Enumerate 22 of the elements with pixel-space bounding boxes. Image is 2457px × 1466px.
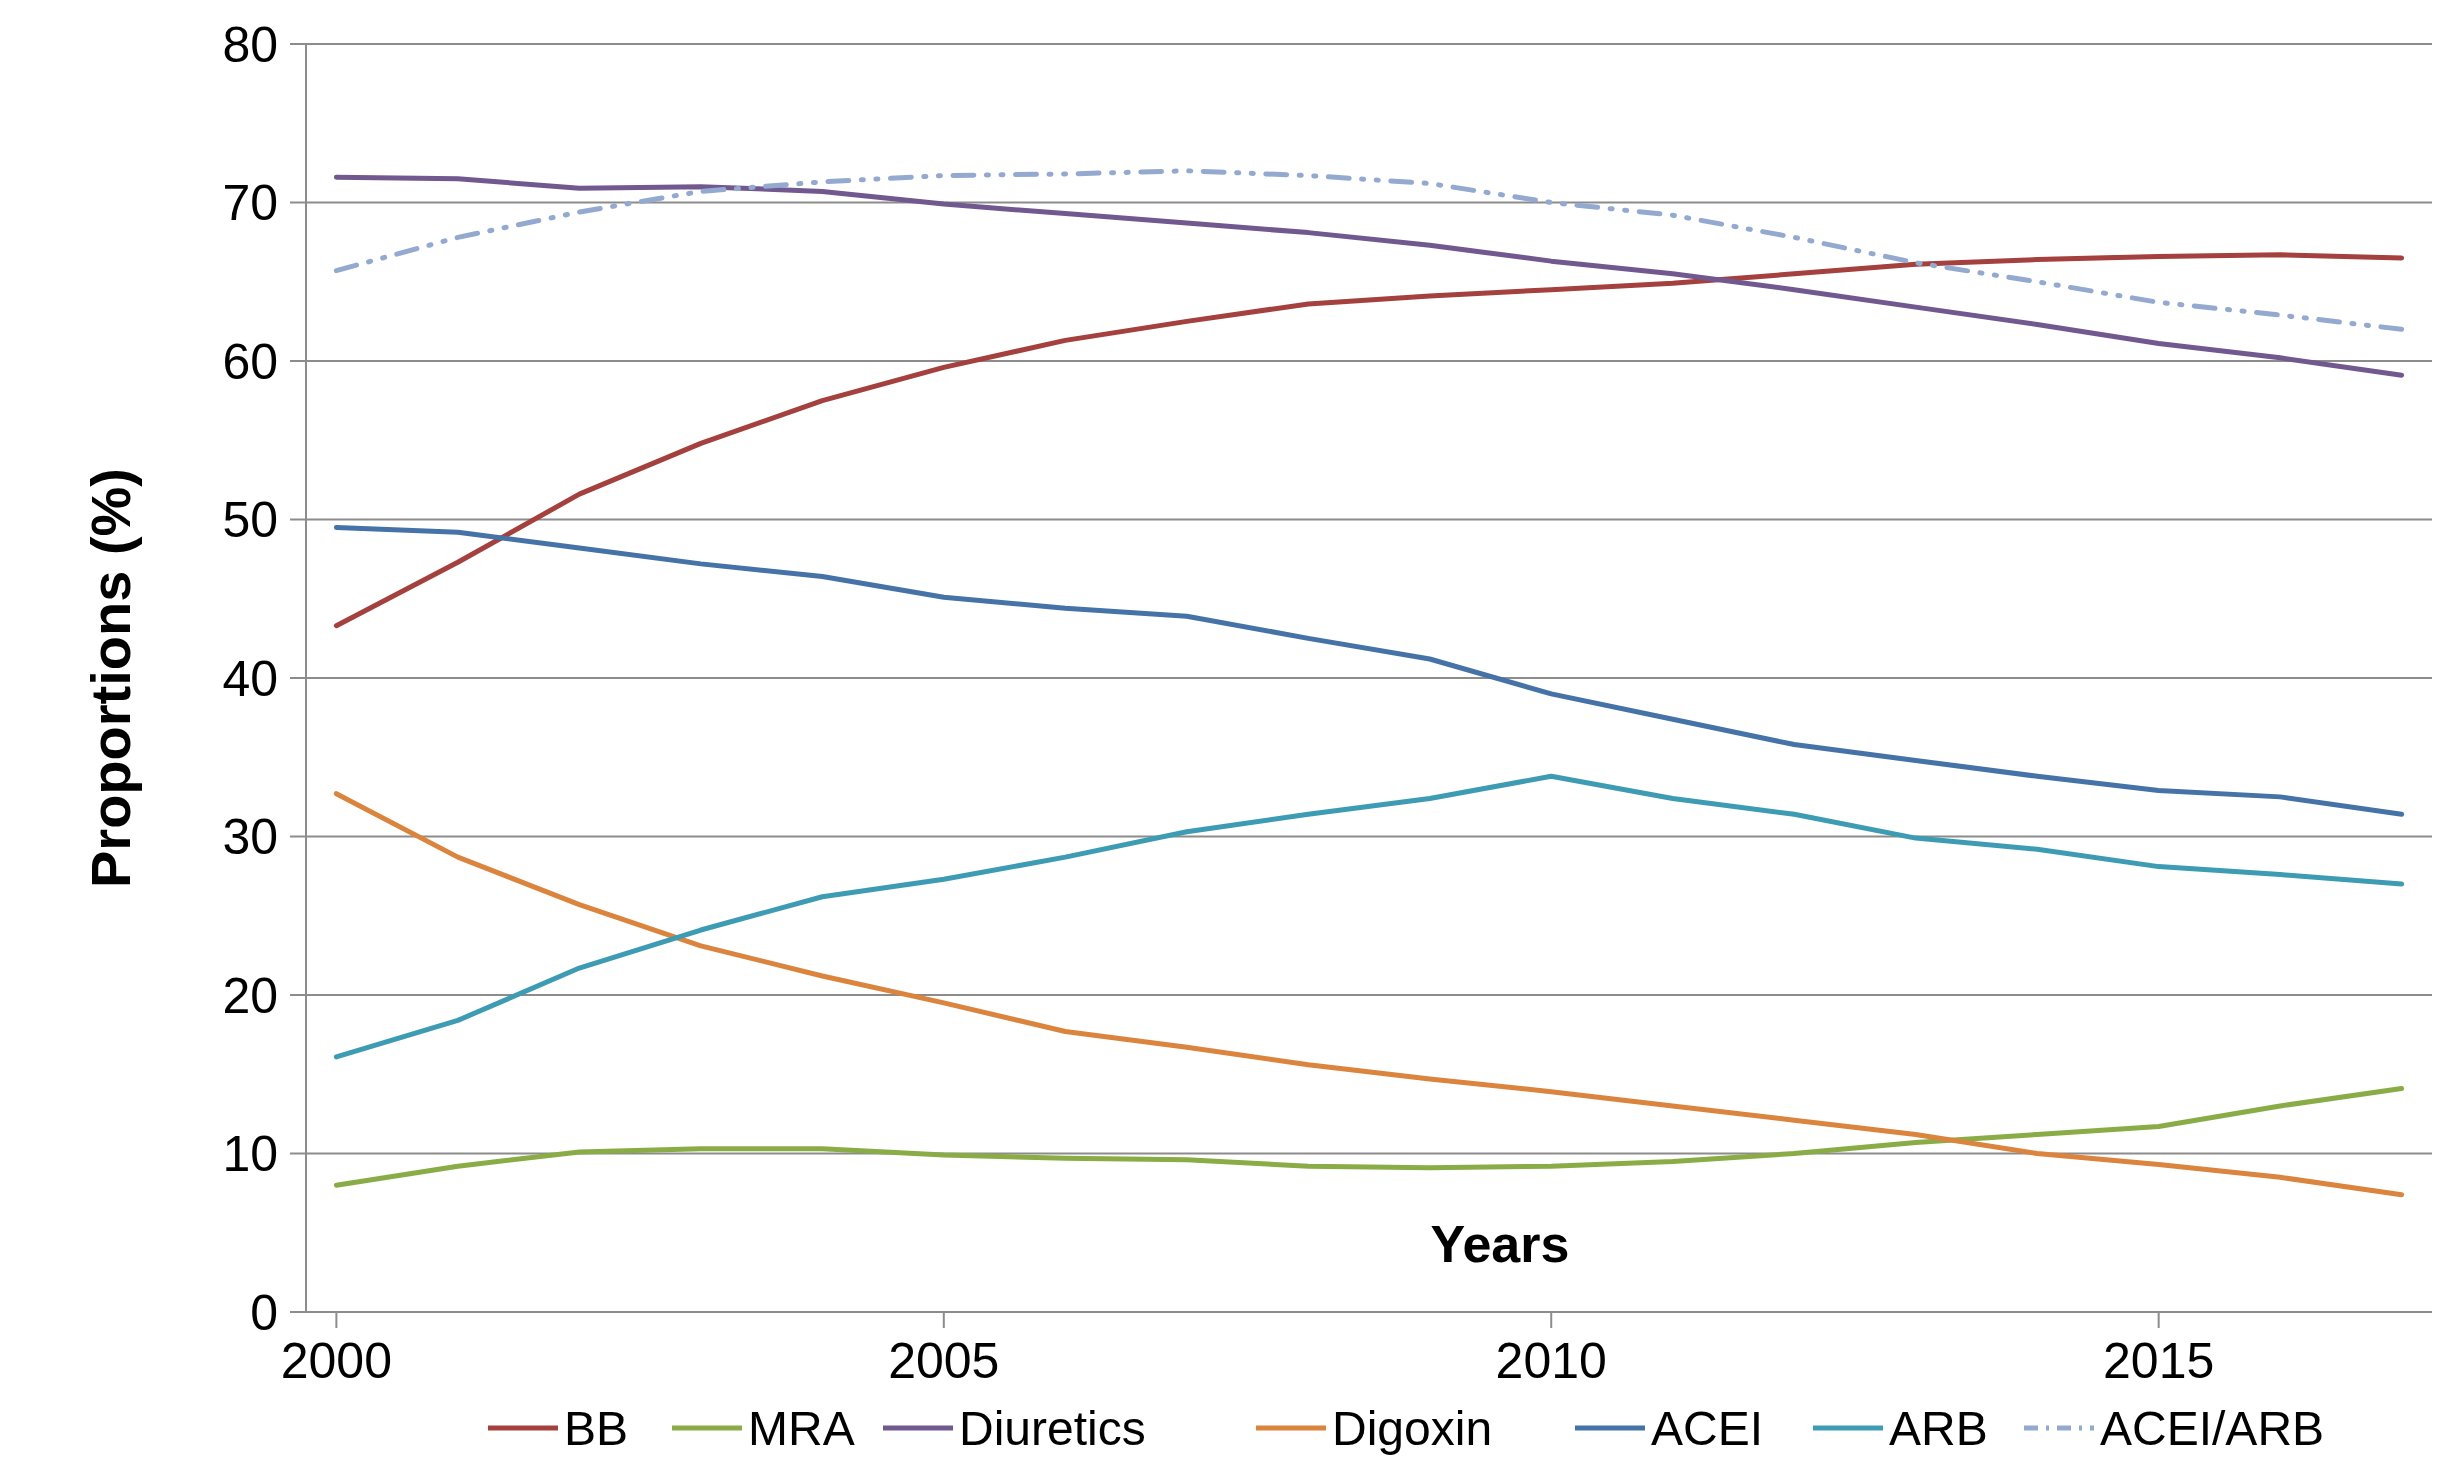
x-tick-label: 2015 (2103, 1333, 2215, 1389)
x-tick-label: 2005 (888, 1333, 1000, 1389)
y-tick-label: 20 (222, 967, 278, 1024)
legend-label: BB (564, 1401, 629, 1455)
y-tick-label: 60 (222, 333, 278, 390)
y-tick-label: 30 (222, 809, 278, 865)
y-tick-label: 10 (222, 1126, 278, 1182)
y-tick-label: 50 (222, 492, 278, 548)
y-axis-title: Proportions (%) (79, 468, 142, 888)
x-axis-title: Years (1430, 1215, 1570, 1273)
y-tick-label: 0 (250, 1284, 278, 1341)
legend-label: ARB (1889, 1401, 1988, 1455)
legend-label: ACEI/ARB (2100, 1401, 2325, 1455)
legend-label: MRA (748, 1401, 855, 1455)
y-tick-label: 70 (222, 175, 278, 231)
legend-label: Diuretics (959, 1401, 1146, 1455)
x-tick-label: 2010 (1495, 1333, 1607, 1389)
y-tick-label: 80 (222, 16, 278, 73)
legend-label: Digoxin (1332, 1401, 1493, 1455)
y-tick-label: 40 (222, 650, 278, 707)
legend-label: ACEI (1651, 1401, 1764, 1455)
x-tick-label: 2000 (280, 1333, 392, 1389)
